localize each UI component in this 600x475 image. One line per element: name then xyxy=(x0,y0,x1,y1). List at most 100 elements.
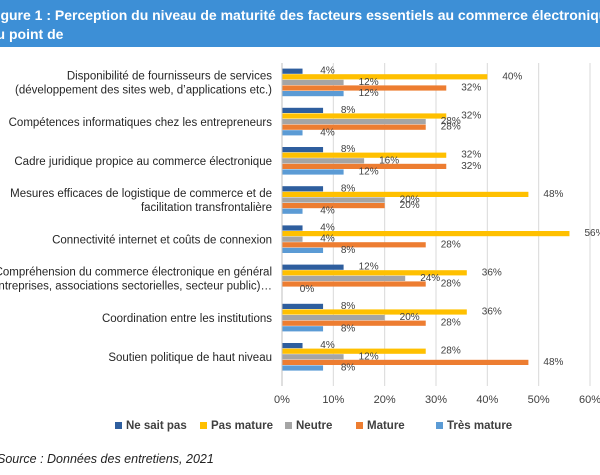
bar xyxy=(282,343,303,349)
legend-swatch xyxy=(285,422,292,429)
data-label: 4% xyxy=(320,340,335,351)
data-label: 4% xyxy=(320,206,335,217)
source-note: Source : Données des entretiens, 2021 xyxy=(0,452,214,466)
bar xyxy=(282,225,303,231)
data-label: 8% xyxy=(341,301,356,312)
data-label: 8% xyxy=(341,363,356,374)
bar xyxy=(282,147,324,153)
data-label: 48% xyxy=(543,189,563,200)
data-label: 8% xyxy=(341,105,356,116)
category-label: Cadre juridique propice au commerce élec… xyxy=(14,156,272,168)
bar xyxy=(282,315,385,321)
bar xyxy=(282,365,324,371)
bar xyxy=(282,163,447,169)
data-label: 0% xyxy=(300,284,315,295)
bar xyxy=(282,354,344,360)
data-label: 12% xyxy=(359,351,379,362)
bar xyxy=(282,186,324,192)
data-label: 8% xyxy=(341,144,356,155)
data-label: 12% xyxy=(359,77,379,88)
x-tick-label: 60% xyxy=(579,394,600,406)
bar xyxy=(282,197,385,203)
legend-label: Neutre xyxy=(296,420,332,432)
data-label: 28% xyxy=(441,346,461,357)
data-label: 16% xyxy=(379,155,399,166)
bar xyxy=(282,326,324,332)
data-label: 4% xyxy=(320,127,335,138)
data-label: 4% xyxy=(320,223,335,234)
bar xyxy=(282,208,303,214)
legend-label: Très mature xyxy=(447,420,512,432)
data-label: 12% xyxy=(359,88,379,99)
legend-label: Ne sait pas xyxy=(126,420,187,432)
data-label: 36% xyxy=(482,307,502,318)
legend-swatch xyxy=(436,422,443,429)
bar xyxy=(282,275,406,281)
data-label: 40% xyxy=(502,71,522,82)
bar xyxy=(282,85,447,91)
bar xyxy=(282,119,426,125)
bar xyxy=(282,124,426,130)
data-label: 4% xyxy=(320,234,335,245)
x-tick-label: 30% xyxy=(425,394,447,406)
bar xyxy=(282,107,324,113)
data-label: 28% xyxy=(441,318,461,329)
figure-title: Figure 1 : Perception du niveau de matur… xyxy=(0,7,600,47)
legend-swatch xyxy=(356,422,363,429)
data-label: 48% xyxy=(543,357,563,368)
category-label: facilitation transfrontalière xyxy=(141,202,272,214)
bar xyxy=(282,242,426,248)
legend-label: Pas mature xyxy=(211,420,273,432)
category-label: Connectivité internet et coûts de connex… xyxy=(52,234,272,246)
category-label: Mesures efficaces de logistique de comme… xyxy=(10,188,272,200)
bar xyxy=(282,281,426,287)
bar xyxy=(282,113,447,119)
chart-area: 0% 10% 20% 30% 40% 50% 60% 4% 40% 12% 32% 12% Dispon… xyxy=(0,63,600,432)
legend-swatch xyxy=(115,422,122,429)
data-label: 28% xyxy=(441,122,461,133)
data-label: 12% xyxy=(359,262,379,273)
x-tick-label: 0% xyxy=(274,394,290,406)
data-label: 20% xyxy=(400,200,420,211)
data-label: 8% xyxy=(341,323,356,334)
data-label: 24% xyxy=(420,273,440,284)
data-label: 32% xyxy=(461,161,481,172)
x-tick-label: 10% xyxy=(322,394,344,406)
bar xyxy=(282,236,303,242)
category-label: Disponibilité de fournisseurs de service… xyxy=(67,71,272,83)
bar xyxy=(282,169,344,175)
figure-title-bar: Figure 1 : Perception du niveau de matur… xyxy=(0,0,600,47)
bar xyxy=(282,203,385,209)
category-label: (développement des sites web, d’applicat… xyxy=(15,85,272,97)
bar xyxy=(282,270,467,276)
bar xyxy=(282,264,344,270)
category-label: Compréhension du commerce électronique e… xyxy=(0,267,272,279)
bar xyxy=(282,152,447,158)
data-label: 32% xyxy=(461,83,481,94)
legend-swatch xyxy=(200,422,207,429)
category-label: (entreprises, associations sectorielles,… xyxy=(0,281,272,293)
legend-label: Mature xyxy=(367,420,405,432)
data-label: 32% xyxy=(461,150,481,161)
data-label: 12% xyxy=(359,167,379,178)
bar xyxy=(282,74,488,80)
bar xyxy=(282,191,529,197)
category-label: Soutien politique de haut niveau xyxy=(108,352,272,364)
bar xyxy=(282,359,529,365)
data-label: 8% xyxy=(341,245,356,256)
data-label: 32% xyxy=(461,111,481,122)
category-label: Compétences informatiques chez les entre… xyxy=(9,117,273,129)
bar xyxy=(282,158,365,164)
bar xyxy=(282,348,426,354)
data-label: 20% xyxy=(400,195,420,206)
bar xyxy=(282,247,324,253)
data-label: 28% xyxy=(441,279,461,290)
bar xyxy=(282,130,303,136)
data-label: 56% xyxy=(584,228,600,239)
data-label: 8% xyxy=(341,183,356,194)
data-label: 4% xyxy=(320,66,335,77)
x-tick-label: 20% xyxy=(374,394,396,406)
bar xyxy=(282,79,344,85)
data-label: 28% xyxy=(441,116,461,127)
x-tick-label: 50% xyxy=(528,394,550,406)
